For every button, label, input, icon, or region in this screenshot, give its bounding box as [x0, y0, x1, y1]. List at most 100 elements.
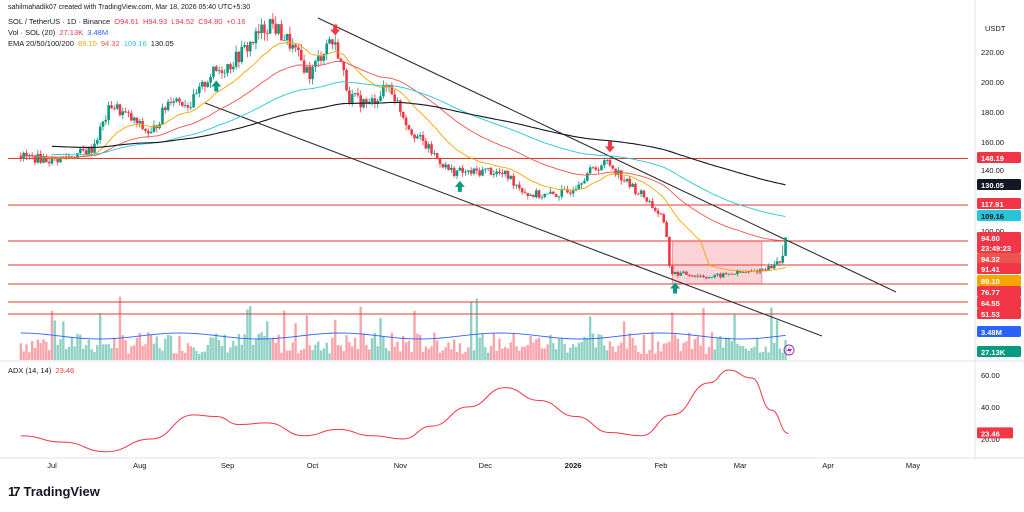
candle-body: [670, 266, 674, 275]
candle-body: [673, 271, 677, 275]
volume-bar: [719, 336, 722, 360]
volume-bar: [53, 320, 57, 360]
volume-bar: [181, 350, 184, 360]
volume-bar: [642, 334, 646, 360]
volume-bar: [183, 352, 187, 360]
volume-bar: [62, 321, 65, 360]
candle-body: [427, 144, 430, 149]
volume-bar: [390, 332, 394, 360]
volume-bar: [546, 344, 549, 360]
volume-bar: [45, 341, 48, 360]
candle-body: [161, 107, 164, 125]
candle-body: [634, 183, 637, 194]
volume-bar: [192, 347, 195, 360]
adx-tick-label: 20.00: [981, 435, 1000, 444]
candle-body: [501, 172, 504, 175]
volume-bar: [758, 352, 762, 360]
candle-body: [130, 113, 133, 121]
volume-bar: [461, 353, 464, 360]
volume-bar: [234, 345, 238, 360]
price-label-box: [977, 179, 1021, 190]
volume-bar: [399, 351, 402, 360]
candle-body: [605, 159, 609, 161]
candle-body: [234, 51, 238, 67]
candle-body: [257, 31, 261, 34]
candle-body: [662, 214, 666, 223]
price-label-box: [977, 326, 1021, 337]
candle-body: [571, 190, 575, 194]
volume-bar: [645, 353, 648, 360]
volume-bar: [56, 344, 59, 360]
volume-bar: [750, 347, 753, 360]
volume-bar: [325, 342, 328, 360]
price-label-box: [977, 346, 1021, 357]
volume-bar: [716, 338, 719, 360]
tradingview-brand[interactable]: 17 TradingView: [8, 484, 100, 499]
price-label-text: 64.55: [981, 299, 1000, 308]
volume-bar: [246, 309, 249, 360]
volume-bar: [535, 339, 538, 360]
volume-bar: [115, 348, 119, 360]
volume-bar: [586, 338, 589, 360]
price-label-text: 89.10: [981, 277, 1000, 286]
candle-body: [506, 170, 510, 179]
volume-bar: [47, 350, 51, 360]
candle-body: [653, 208, 657, 211]
volume-bar: [770, 307, 773, 360]
price-label-box: [977, 275, 1021, 286]
volume-bar: [628, 333, 631, 360]
candle-body: [376, 100, 380, 104]
volume-bar: [223, 334, 226, 360]
volume-bar: [407, 340, 411, 360]
candle-body: [98, 126, 102, 141]
candle-body: [628, 178, 632, 187]
volume-bar: [285, 350, 289, 360]
candle-body: [308, 66, 312, 80]
candle-body: [220, 70, 224, 73]
volume-bar: [705, 353, 708, 360]
candle-body: [478, 170, 481, 176]
volume-bar: [631, 338, 634, 360]
candle-body: [214, 66, 218, 71]
volume-bar: [518, 350, 521, 360]
candle-body: [503, 170, 507, 175]
volume-bar: [498, 338, 501, 360]
volume-bar: [433, 332, 436, 360]
candle-body: [144, 128, 147, 131]
volume-bar: [486, 352, 490, 360]
price-tick-label: 140.00: [981, 166, 1004, 175]
candle-body: [328, 39, 331, 44]
volume-bar: [489, 345, 493, 360]
candle-body: [656, 210, 660, 214]
candle-body: [520, 188, 524, 193]
candle-body: [379, 96, 382, 101]
volume-bar: [744, 348, 748, 360]
candle-body: [254, 31, 258, 44]
candle-body: [217, 70, 221, 72]
candle-body: [132, 117, 136, 121]
candle-body: [348, 90, 351, 104]
ema20-value: 89.10: [77, 39, 97, 48]
candle-body: [733, 273, 736, 275]
volume-bar: [625, 348, 629, 360]
volume-bar: [537, 337, 541, 360]
price-tick-label: 180.00: [981, 108, 1004, 117]
volume-bar: [351, 346, 354, 360]
volume-bar: [458, 343, 462, 360]
volume-bar: [438, 352, 442, 360]
volume-bar: [382, 336, 385, 360]
volume-bar: [526, 344, 530, 360]
ema50-value: 94.32: [100, 39, 120, 48]
candle-body: [59, 156, 62, 163]
price-label-box: [977, 263, 1021, 274]
candle-body: [81, 148, 85, 151]
volume-bar: [753, 346, 756, 360]
volume-bar: [251, 344, 255, 360]
volume-bar: [651, 332, 654, 360]
ema100-line: [51, 81, 786, 217]
candle-body: [390, 84, 394, 95]
candle-body: [56, 157, 59, 163]
candle-body: [690, 275, 694, 277]
volume-bar: [104, 344, 108, 360]
volume-bar: [577, 343, 580, 360]
